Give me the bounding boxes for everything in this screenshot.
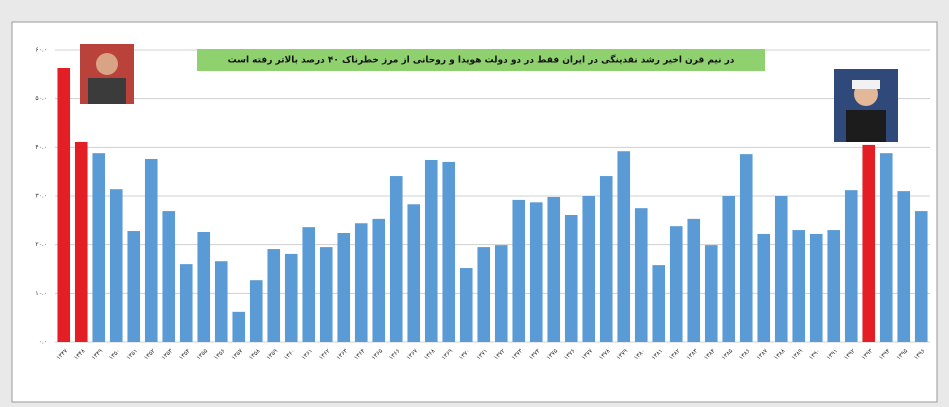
bar (144, 159, 158, 342)
bar (197, 232, 211, 342)
bar (442, 161, 456, 342)
bar (162, 211, 176, 342)
portrait-right (834, 69, 898, 142)
bar (354, 223, 368, 342)
bar (529, 202, 543, 342)
bar (774, 196, 788, 342)
bar (214, 261, 228, 342)
bar (302, 227, 316, 342)
bar (879, 153, 893, 342)
bar (844, 190, 858, 342)
bar (564, 214, 578, 342)
bar (862, 144, 876, 342)
y-tick-label: ۰.۰ (39, 339, 47, 346)
bar (232, 311, 246, 342)
bar (617, 151, 631, 342)
y-tick-label: ۳۰.۰ (35, 193, 47, 200)
bar (372, 218, 386, 342)
portrait-left (80, 44, 134, 104)
bar (407, 204, 421, 342)
chart-title: در نیم قرن اخیر رشد نقدینگی در ایران فقط… (228, 54, 735, 66)
bar (337, 232, 351, 342)
bar (389, 176, 403, 342)
bar (547, 196, 561, 342)
bar (652, 265, 666, 342)
bar (914, 211, 928, 342)
y-tick-label: ۱۰.۰ (35, 290, 47, 297)
bar (494, 245, 508, 342)
bar (284, 253, 298, 342)
bar (809, 233, 823, 342)
bar (669, 226, 683, 342)
y-tick-label: ۲۰.۰ (35, 241, 47, 248)
bar (687, 218, 701, 342)
bar (424, 159, 438, 342)
bar (897, 191, 911, 342)
bar (127, 231, 141, 342)
bar (179, 264, 193, 342)
bar (739, 154, 753, 342)
y-tick-label: ۴۰.۰ (35, 144, 47, 151)
bar (704, 245, 718, 342)
bar (599, 176, 613, 342)
bar (249, 280, 263, 342)
bar (512, 199, 526, 342)
bar (319, 247, 333, 342)
y-tick-label: ۶۰.۰ (35, 47, 47, 54)
bar (459, 268, 473, 342)
bar (57, 68, 71, 343)
bar (757, 233, 771, 342)
bar (74, 141, 88, 342)
bar (722, 196, 736, 342)
bar (92, 153, 106, 342)
bar (792, 230, 806, 342)
title-box (197, 49, 765, 71)
bar (582, 196, 596, 342)
bar (477, 247, 491, 342)
bar (827, 230, 841, 342)
bar (109, 189, 123, 342)
bar (634, 208, 648, 342)
y-tick-label: ۵۰.۰ (35, 95, 47, 102)
bar (267, 249, 281, 342)
